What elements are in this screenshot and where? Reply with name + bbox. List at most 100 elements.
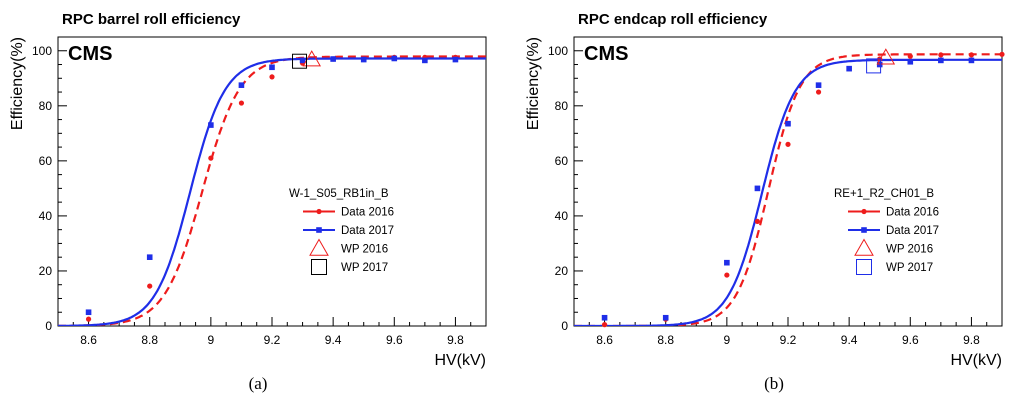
y-axis-label: Efficiency(%): [525, 37, 542, 130]
series-1-point: [330, 56, 336, 62]
x-axis-label: HV(kV): [434, 352, 486, 369]
y-tick-label: 40: [555, 209, 569, 223]
caption-a: (a): [248, 374, 268, 393]
series-1-point: [208, 122, 214, 128]
series-0-point: [785, 141, 791, 147]
y-tick-label: 100: [32, 44, 52, 58]
series-1-point: [876, 61, 883, 68]
series-1-fit-line: [574, 58, 1002, 326]
y-tick-label: 100: [548, 44, 568, 58]
chart-a-svg: RPC barrel roll efficiency 0 20 40 60 80 100 8.…: [9, 11, 487, 369]
y-tick-label: 60: [39, 154, 53, 168]
series-1-point: [422, 57, 428, 64]
legend: W-1_S05_RB1in_B Data 2016 Data 2017 WP 2016…: [289, 188, 394, 275]
series-0-point: [999, 51, 1005, 57]
series-1-point: [815, 82, 822, 88]
x-tick-label: 9.4: [841, 333, 858, 347]
series-0-point: [968, 52, 975, 58]
series-1-point: [452, 56, 459, 63]
y-tick-label: 20: [555, 264, 569, 278]
series-1-point: [938, 57, 944, 64]
series-0-point: [724, 272, 730, 278]
legend-working-point-0-marker: [309, 238, 329, 256]
series-0-point: [85, 316, 92, 322]
legend-series-1-marker: [861, 227, 867, 233]
x-axis-label: HV(kV): [950, 352, 1002, 369]
series-0-point: [238, 100, 245, 106]
working-point-1-marker: [866, 58, 882, 74]
series-0-point: [208, 155, 214, 161]
x-tick-label: 8.6: [80, 333, 97, 347]
series-1-fit-line: [58, 57, 486, 326]
chart-panel-a: RPC barrel roll efficiency 0 20 40 60 80 100 8.…: [9, 11, 487, 393]
x-tick-label: 9: [724, 333, 731, 347]
legend-series-1-label: Data 2017: [341, 225, 394, 237]
series-1-point: [968, 57, 975, 64]
x-tick-label: 9.6: [386, 333, 403, 347]
series-1-point: [662, 314, 669, 321]
series-1-point: [846, 65, 852, 72]
legend-series-1-marker: [316, 227, 322, 233]
chart-b-svg: RPC endcap roll efficiency 0 20 40 60 80 100 8.…: [525, 11, 1005, 369]
working-point-0-marker: [302, 50, 322, 67]
caption-b: (b): [764, 374, 784, 393]
y-tick-label: 0: [45, 319, 52, 333]
experiment-label: CMS: [584, 43, 628, 65]
series-1-point: [601, 314, 608, 321]
legend-series-1-label: Data 2017: [886, 225, 939, 237]
series-0-point: [907, 53, 913, 59]
x-tick-label: 8.8: [141, 333, 158, 347]
x-tick-label: 9.2: [264, 333, 281, 347]
working-point-1-marker: [292, 53, 308, 69]
series-1-point: [299, 57, 306, 64]
series-1-point: [785, 120, 791, 127]
legend-working-point-1-label: WP 2017: [341, 262, 388, 274]
series-0-point: [269, 74, 275, 80]
x-tick-label: 8.8: [657, 333, 674, 347]
series-1-point: [146, 254, 153, 260]
legend-series-0-marker: [861, 208, 867, 215]
series-1-point: [85, 309, 92, 316]
chart-title: RPC endcap roll efficiency: [578, 11, 768, 28]
legend-working-point-0-label: WP 2016: [341, 244, 388, 256]
legend: RE+1_R2_CH01_B Data 2016 Data 2017 WP 2016 W…: [834, 188, 939, 275]
series-0-point: [601, 322, 608, 328]
x-tick-label: 9.4: [325, 333, 342, 347]
plot-frame: [57, 36, 487, 327]
plot-frame: [573, 36, 1003, 327]
x-tick-label: 9.2: [780, 333, 797, 347]
series-1-point: [724, 259, 730, 266]
chart-panel-b: RPC endcap roll efficiency 0 20 40 60 80 100 8.…: [516, 0, 1032, 412]
x-tick-label: 9.8: [447, 333, 464, 347]
y-tick-label: 0: [561, 319, 568, 333]
experiment-label: CMS: [68, 43, 112, 65]
legend-working-point-0-label: WP 2016: [886, 244, 933, 256]
y-tick-label: 80: [39, 99, 53, 113]
series-0-point: [147, 283, 153, 289]
series-1-point: [754, 185, 761, 192]
legend-working-point-1-label: WP 2017: [886, 262, 933, 274]
x-tick-label: 9.8: [963, 333, 980, 347]
series-0-point: [815, 89, 822, 95]
legend-series-0-label: Data 2016: [886, 207, 939, 219]
series-1-point: [238, 82, 245, 88]
legend-series-0-label: Data 2016: [341, 207, 394, 219]
y-axis-label: Efficiency(%): [9, 37, 26, 130]
y-tick-label: 40: [39, 209, 53, 223]
legend-working-point-1-marker: [856, 259, 872, 275]
series-1-point: [391, 55, 398, 62]
series-1-point: [269, 64, 275, 71]
series-1-point: [360, 56, 367, 63]
legend-header: W-1_S05_RB1in_B: [289, 188, 389, 200]
y-tick-label: 20: [39, 264, 53, 278]
series-0-fit-line: [574, 53, 1002, 326]
working-point-0-marker: [876, 48, 896, 65]
legend-working-point-1-marker: [311, 259, 327, 275]
x-tick-label: 8.6: [596, 333, 613, 347]
legend-working-point-0-marker: [854, 238, 874, 256]
y-tick-label: 80: [555, 99, 569, 113]
y-tick-label: 60: [555, 154, 569, 168]
legend-series-0-marker: [316, 208, 322, 215]
series-1-point: [907, 58, 914, 65]
legend-header: RE+1_R2_CH01_B: [834, 188, 934, 200]
